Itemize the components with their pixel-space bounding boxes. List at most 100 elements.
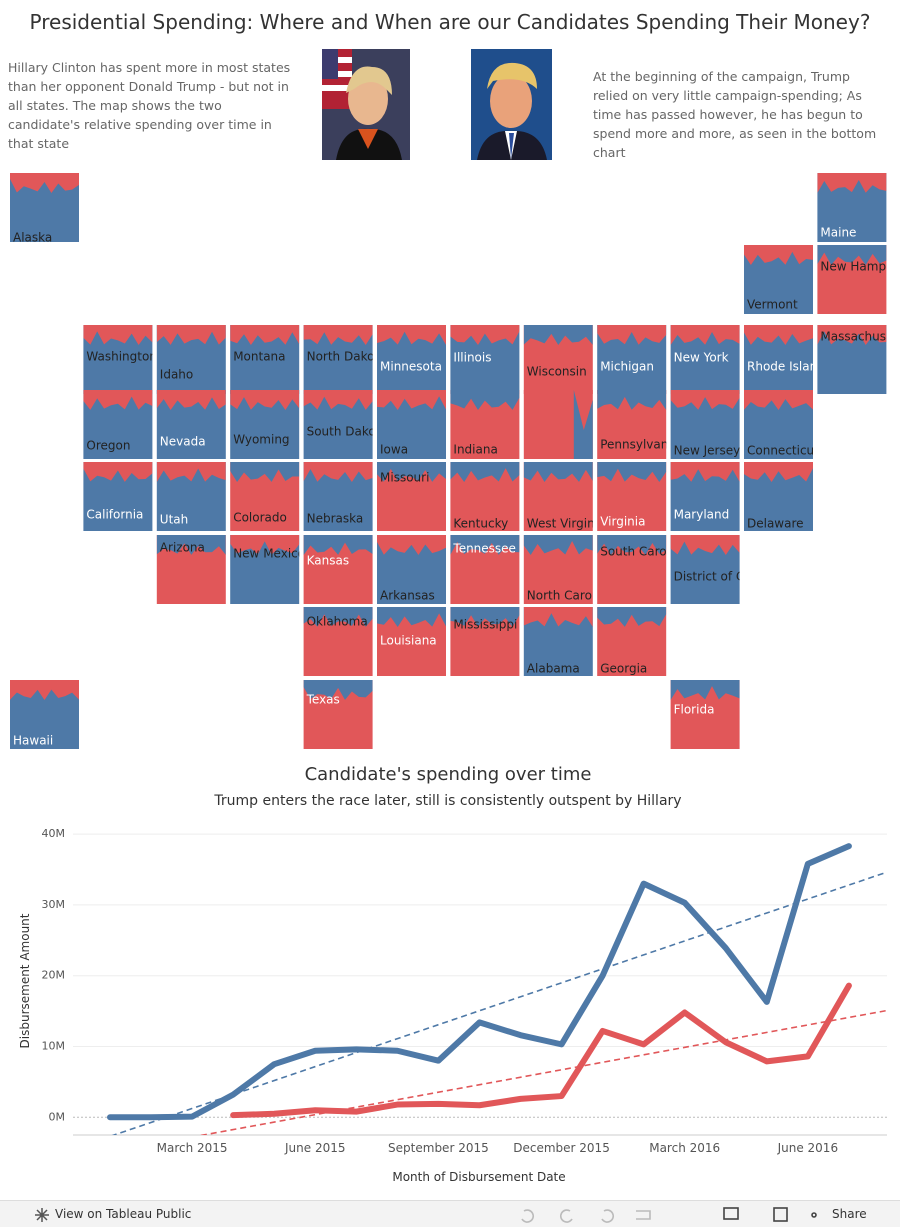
x-tick-label: March 2016 <box>649 1141 720 1155</box>
state-label: South Carolin <box>600 545 681 559</box>
state-label: Maine <box>820 226 856 240</box>
state-tile: New Hampsh <box>817 245 900 314</box>
state-tile: Vermont <box>744 245 813 314</box>
fullscreen[interactable] <box>773 1207 788 1222</box>
y-tick-label: 20M <box>42 969 66 982</box>
tile-area <box>83 462 153 482</box>
state-label: West Virginia <box>527 517 606 531</box>
state-label: California <box>86 508 143 522</box>
tile-area <box>303 607 373 627</box>
state-label: New Mexico <box>233 547 305 561</box>
redo[interactable] <box>559 1209 573 1223</box>
tile-area <box>523 462 593 482</box>
download[interactable] <box>723 1207 739 1220</box>
state-tile: Mississippi <box>450 607 520 676</box>
state-label: Iowa <box>380 443 408 457</box>
state-tile: Montana <box>230 325 300 394</box>
state-label: Minnesota <box>380 360 442 374</box>
state-tile: Nebraska <box>303 462 373 531</box>
y-tick-label: 10M <box>42 1039 66 1052</box>
state-tile: South Dakota <box>303 390 373 459</box>
state-tile: Maryland <box>670 462 740 531</box>
state-label: Pennsylvania <box>600 438 679 452</box>
state-tile: Idaho <box>156 325 226 394</box>
series-line <box>230 982 852 1119</box>
state-tile: Alaska <box>10 173 79 245</box>
series-line <box>107 843 852 1121</box>
state-label: Arkansas <box>380 589 435 603</box>
state-label: Texas <box>306 693 340 707</box>
tile-area <box>817 245 887 265</box>
tile-area <box>156 325 226 345</box>
state-label: Colorado <box>233 511 287 525</box>
tile-area <box>377 607 446 627</box>
state-tile: Maine <box>817 173 887 242</box>
state-label: Nebraska <box>307 512 364 526</box>
state-tile: New Jersey <box>670 390 740 459</box>
view-link[interactable]: View on Tableau Public <box>55 1207 192 1221</box>
revert[interactable] <box>601 1209 615 1223</box>
y-tick-label: 40M <box>42 827 66 840</box>
state-label: North Dakota <box>307 350 387 364</box>
state-tile: North Carolin <box>523 535 593 604</box>
tile-area <box>523 535 593 555</box>
state-tile: New York <box>670 325 740 394</box>
state-label: Hawaii <box>13 734 53 748</box>
state-tile: Pennsylvania <box>597 390 679 459</box>
state-tile: North Dakota <box>303 325 387 394</box>
state-label: Tennessee <box>452 542 516 556</box>
undo[interactable] <box>521 1209 535 1223</box>
state-label: Illinois <box>453 351 491 365</box>
state-tile: Indiana <box>450 390 520 459</box>
tile-map: Alaska Maine Vermont New Hampsh WashingtonId… <box>10 173 900 749</box>
tile-area <box>303 680 373 700</box>
state-tile: Florida <box>670 680 740 749</box>
state-tile: Colorado <box>230 462 300 531</box>
state-label: Georgia <box>600 662 647 676</box>
y-axis-title: Disbursement Amount <box>18 913 32 1048</box>
tile-area <box>450 535 520 555</box>
state-label: Kansas <box>307 554 349 568</box>
state-label: Vermont <box>747 298 798 312</box>
state-tile: Tennessee <box>450 535 520 604</box>
trend-line <box>111 871 887 1135</box>
state-label: Oklahoma <box>307 615 368 629</box>
tile-area <box>303 462 373 482</box>
tile-area <box>450 325 520 345</box>
state-tile: Oregon <box>83 390 153 459</box>
refresh[interactable] <box>636 1210 651 1220</box>
tile-area <box>670 462 740 482</box>
state-tile: Nevada <box>156 390 226 459</box>
tile-area <box>303 390 373 410</box>
tile-area <box>523 325 593 345</box>
page-title: Presidential Spending: Where and When ar… <box>29 10 871 34</box>
state-label: Arizona <box>160 541 205 555</box>
description: Hillary Clinton has spent more in most s… <box>8 60 291 151</box>
tile-area <box>744 325 813 345</box>
tile-area <box>156 535 226 555</box>
tile-area <box>10 173 79 193</box>
state-tile: Alabama <box>523 607 593 676</box>
tile-area <box>573 390 593 459</box>
tile-area <box>377 390 446 410</box>
state-tile: Washington <box>83 325 152 394</box>
state-label: Michigan <box>600 360 654 374</box>
state-tile: Georgia <box>597 607 667 676</box>
tile-area <box>156 462 226 482</box>
state-label: Alaska <box>13 231 52 245</box>
state-tile: Wisconsin <box>523 325 593 394</box>
state-label: Delaware <box>747 517 804 531</box>
state-label: Wisconsin <box>527 365 587 379</box>
state-label: New Hampsh <box>820 260 900 274</box>
share-button[interactable]: Share <box>832 1207 867 1221</box>
state-tile: Missouri <box>377 462 446 531</box>
description: At the beginning of the campaign, Trump … <box>593 69 877 160</box>
state-label: Nevada <box>160 435 206 449</box>
tile-area <box>817 325 887 345</box>
tile-area <box>230 535 300 555</box>
state-label: New York <box>674 351 729 365</box>
tile-area <box>523 607 593 627</box>
tile-area <box>450 390 520 410</box>
state-tile: Arkansas <box>377 535 446 604</box>
